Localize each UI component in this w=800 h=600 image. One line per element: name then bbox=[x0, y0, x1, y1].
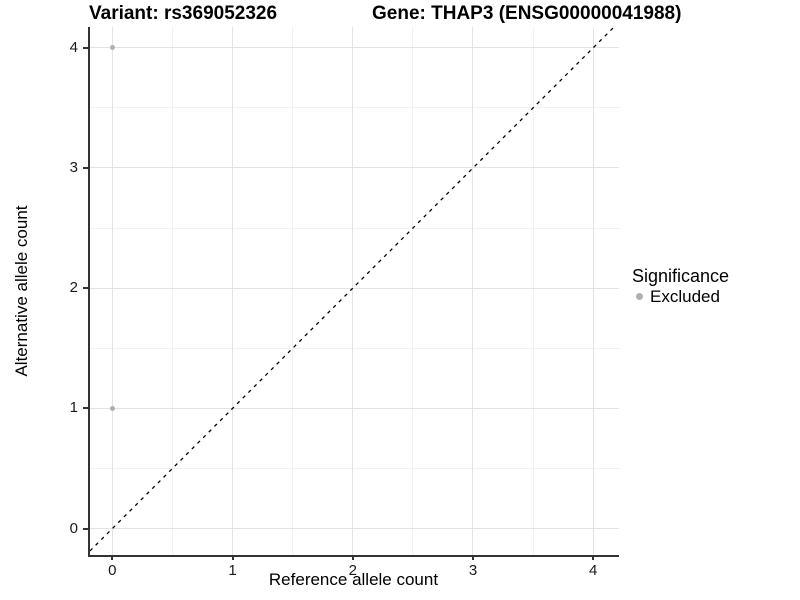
gridline-major-h bbox=[90, 407, 619, 409]
gridline-major-v bbox=[111, 27, 113, 555]
x-tick-label: 0 bbox=[108, 562, 117, 579]
gridline-major-v bbox=[472, 27, 474, 555]
gridline-minor-h bbox=[90, 227, 619, 229]
identity-line bbox=[90, 27, 615, 552]
data-point bbox=[109, 45, 115, 51]
y-tick-label: 0 bbox=[69, 519, 78, 537]
variant-title: Variant: rs369052326 bbox=[89, 3, 278, 24]
x-tick-mark bbox=[471, 555, 474, 560]
y-tick-label: 3 bbox=[69, 158, 78, 176]
gridline-minor-v bbox=[532, 27, 534, 555]
legend-entry: Excluded bbox=[636, 287, 729, 306]
y-tick-mark bbox=[83, 527, 88, 530]
x-tick-mark bbox=[231, 555, 234, 560]
plot-panel bbox=[88, 27, 619, 557]
gridline-minor-v bbox=[171, 27, 173, 555]
x-tick-label: 3 bbox=[468, 562, 478, 579]
x-tick-mark bbox=[351, 555, 354, 560]
x-axis-title: Reference allele count bbox=[268, 570, 439, 589]
x-tick-label: 2 bbox=[348, 562, 357, 579]
identity-line-layer bbox=[90, 27, 615, 552]
x-tick-mark bbox=[592, 555, 595, 560]
y-tick-mark bbox=[83, 46, 88, 49]
legend-title: Significance bbox=[632, 266, 730, 286]
y-tick-mark bbox=[83, 287, 88, 290]
gridline-major-h bbox=[90, 528, 619, 530]
gridline-major-v bbox=[592, 27, 594, 555]
y-tick-label: 4 bbox=[69, 38, 78, 56]
y-tick-label: 1 bbox=[69, 399, 78, 417]
x-tick-mark bbox=[111, 555, 114, 560]
gridline-minor-h bbox=[90, 107, 619, 109]
y-tick-label: 2 bbox=[69, 279, 78, 297]
y-tick-mark bbox=[83, 166, 88, 169]
legend: Significance Excluded bbox=[632, 265, 729, 306]
gridline-major-h bbox=[90, 287, 619, 289]
gridline-major-h bbox=[90, 47, 619, 49]
gridline-major-v bbox=[232, 27, 234, 555]
gridline-major-v bbox=[352, 27, 354, 555]
gridline-major-h bbox=[90, 167, 619, 169]
x-tick-label: 1 bbox=[228, 562, 237, 579]
data-point bbox=[109, 405, 115, 411]
x-tick-label: 4 bbox=[589, 562, 598, 579]
y-tick-mark bbox=[83, 407, 88, 410]
gridline-minor-h bbox=[90, 467, 619, 469]
gene-title: Gene: THAP3 (ENSG00000041988) bbox=[372, 3, 682, 24]
gridline-minor-v bbox=[292, 27, 294, 555]
y-axis-title: Alternative allele count bbox=[12, 205, 31, 377]
gridline-minor-v bbox=[412, 27, 414, 555]
legend-entry-label: Excluded bbox=[650, 287, 720, 306]
gridline-minor-h bbox=[90, 347, 619, 349]
legend-point-icon bbox=[636, 293, 643, 300]
